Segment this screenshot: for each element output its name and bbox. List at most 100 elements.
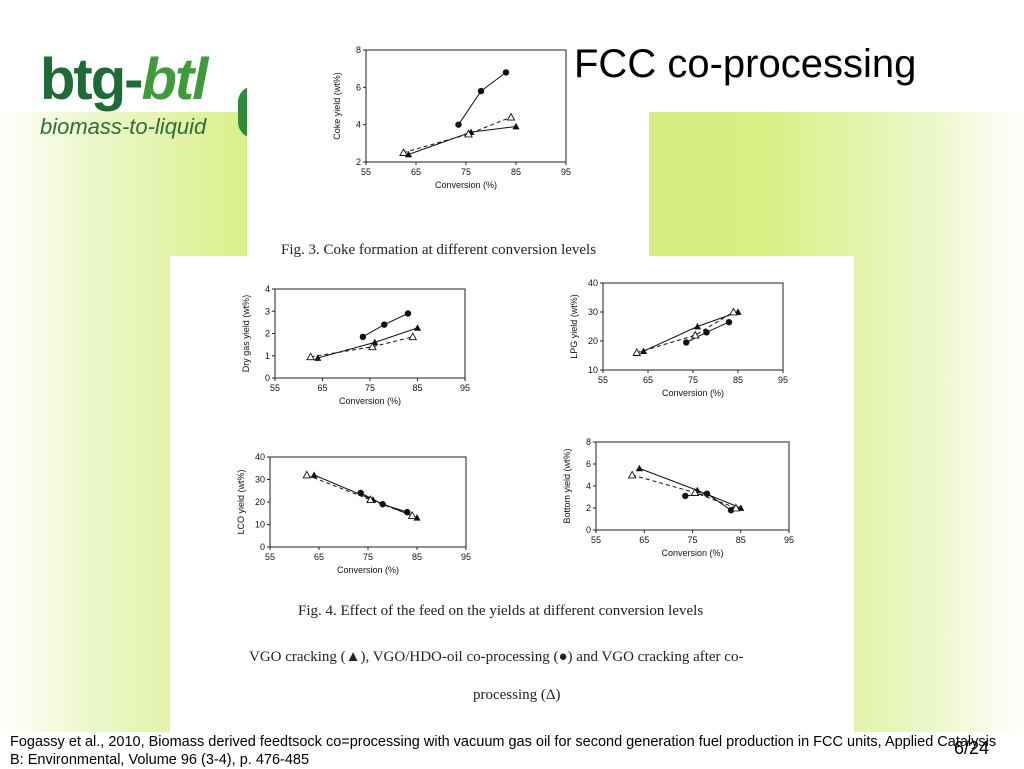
data-point-filled-circle: [379, 501, 386, 508]
logo-part-btg: btg-: [40, 47, 143, 112]
data-point-filled-circle: [381, 321, 388, 328]
data-point-filled-circle: [455, 121, 462, 128]
data-point-filled-triangle: [413, 324, 422, 331]
data-point-filled-circle: [725, 318, 733, 326]
x-tick-label: 95: [461, 552, 471, 562]
chart-lpg-yield: 55 65 75 85 95 10 20 30 40 Conversion (%) LPG yiel…: [569, 278, 788, 398]
x-tick-label: 65: [317, 383, 327, 393]
data-point-open-triangle: [366, 495, 375, 504]
plot-frame: [602, 282, 784, 371]
plot-frame: [274, 288, 466, 379]
y-axis-label: LPG yield (wt%): [569, 294, 579, 359]
y-axis-label: Dry gas yield (wt%): [241, 295, 251, 373]
y-tick-label: 3: [265, 306, 270, 316]
x-tick-label: 95: [460, 383, 470, 393]
y-tick-label: 2: [586, 503, 591, 513]
y-axis-label: Coke yield (wt%): [332, 72, 342, 140]
y-tick-label: 4: [356, 120, 361, 130]
x-axis-label: Conversion (%): [339, 396, 401, 406]
data-point-filled-circle: [727, 507, 735, 514]
y-tick-label: 8: [356, 45, 361, 55]
x-axis-label: Conversion (%): [435, 180, 497, 190]
y-tick-label: 0: [265, 373, 270, 383]
data-point-open-triangle: [690, 488, 700, 496]
data-point-open-triangle: [729, 307, 738, 316]
series-line-filled-triangle: [408, 126, 517, 155]
plot-frame: [365, 49, 567, 163]
slide-title: FCC co-processing: [574, 42, 917, 86]
x-tick-label: 75: [688, 375, 698, 385]
data-point-filled-circle: [477, 87, 485, 95]
data-point-open-triangle: [306, 352, 315, 361]
plot-frame: [595, 441, 790, 531]
x-tick-label: 65: [639, 535, 649, 545]
x-tick-label: 55: [270, 383, 280, 393]
series-line-filled-circle: [458, 71, 507, 125]
data-point-filled-triangle: [310, 471, 318, 478]
data-point-open-triangle: [368, 342, 377, 351]
figure-3-caption: Fig. 3. Coke formation at different conv…: [281, 242, 597, 258]
data-point-filled-triangle: [314, 354, 322, 361]
x-tick-label: 85: [511, 167, 521, 177]
reference-citation: Fogassy et al., 2010, Biomass derived fe…: [10, 734, 997, 768]
x-tick-label: 75: [687, 535, 697, 545]
x-axis-label: Conversion (%): [661, 548, 723, 558]
y-tick-label: 1: [265, 351, 270, 361]
y-tick-label: 40: [255, 452, 265, 462]
x-tick-label: 85: [733, 375, 743, 385]
x-tick-label: 85: [736, 535, 746, 545]
data-point-filled-circle: [357, 489, 364, 497]
x-tick-label: 65: [314, 552, 324, 562]
figure-4-caption: Fig. 4. Effect of the feed on the yields…: [298, 603, 704, 619]
data-point-filled-circle: [683, 339, 690, 346]
data-point-filled-triangle: [512, 122, 520, 130]
data-point-filled-circle: [703, 329, 710, 336]
page-number: 6/24: [954, 738, 990, 758]
y-tick-label: 2: [356, 157, 361, 167]
y-tick-label: 6: [586, 459, 591, 469]
chart-bottom-yield: 55 65 75 85 95 0 2 4 6 8 Conversion (%) Bottom yiel…: [562, 437, 794, 558]
series-line-open-triangle: [310, 336, 413, 358]
data-point-filled-triangle: [635, 464, 643, 472]
x-tick-label: 75: [365, 383, 375, 393]
data-point-filled-triangle: [693, 322, 702, 330]
series-line-open-triangle: [306, 474, 413, 516]
data-point-filled-circle: [404, 508, 411, 516]
y-tick-label: 4: [265, 284, 270, 294]
x-tick-label: 85: [412, 383, 422, 393]
x-tick-label: 95: [778, 375, 788, 385]
x-tick-label: 85: [412, 552, 422, 562]
figure-4-panel: [170, 256, 854, 732]
data-point-open-triangle: [407, 510, 417, 519]
x-tick-label: 55: [598, 375, 608, 385]
x-tick-label: 95: [561, 167, 571, 177]
y-tick-label: 0: [586, 525, 591, 535]
x-tick-label: 65: [411, 167, 421, 177]
y-tick-label: 0: [260, 542, 265, 552]
x-tick-label: 55: [265, 552, 275, 562]
btg-btl-logo: btg-btl biomass-to-liquid: [40, 50, 260, 160]
data-point-open-triangle: [690, 330, 700, 339]
y-axis-label: LCO yield (wt%): [236, 469, 246, 534]
data-point-filled-triangle: [413, 514, 421, 521]
chart-lco-yield: 55 65 75 85 95 0 10 20 30 40 Conversion (%) LCO yie…: [236, 452, 471, 575]
y-tick-label: 10: [588, 365, 598, 375]
y-tick-label: 30: [255, 475, 265, 485]
legend-caption-line1: VGO cracking (▲), VGO/HDO-oil co-process…: [249, 649, 744, 665]
data-point-filled-circle: [404, 310, 412, 317]
data-point-open-triangle: [731, 503, 741, 512]
y-tick-label: 20: [255, 497, 265, 507]
data-point-filled-circle: [703, 490, 711, 497]
y-tick-label: 4: [586, 481, 591, 491]
data-point-open-triangle: [627, 470, 637, 479]
x-tick-label: 55: [591, 535, 601, 545]
x-tick-label: 55: [361, 167, 371, 177]
y-tick-label: 2: [265, 329, 270, 339]
series-line-open-triangle: [403, 116, 512, 154]
x-tick-label: 95: [784, 535, 794, 545]
legend-caption-line2: processing (Δ): [473, 687, 561, 703]
data-point-open-triangle: [302, 470, 312, 479]
figure-3-panel: [247, 40, 649, 258]
chart-coke-yield: 55 65 75 85 95 2 4 6 8 Conversion (%) Coke yield (…: [332, 45, 571, 190]
y-tick-label: 40: [588, 278, 598, 288]
